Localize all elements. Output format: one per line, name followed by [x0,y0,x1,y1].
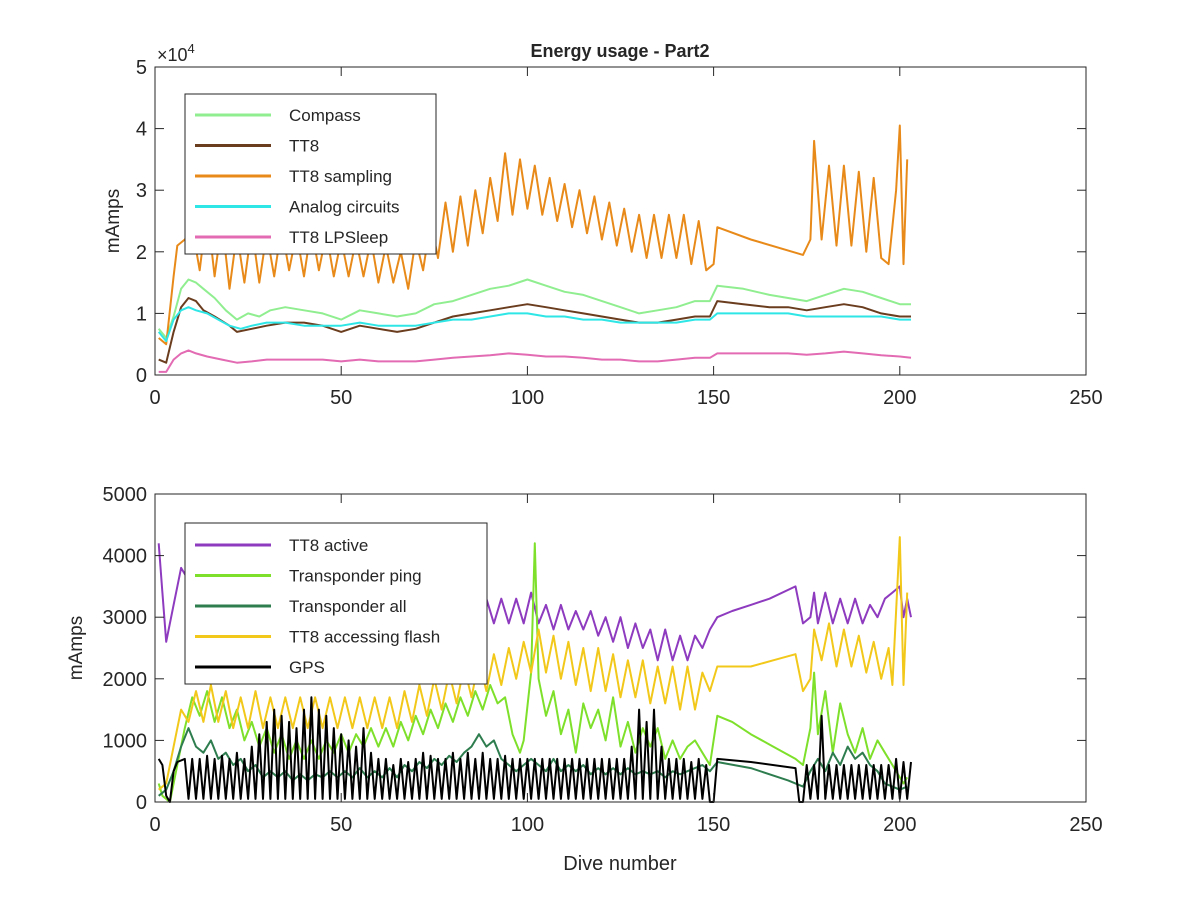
bottom-series-line-2 [158,727,908,797]
bottom-axes-box [154,493,1087,803]
top-x-tick-label-0: 0 [149,387,160,409]
top-series-line-2 [158,124,909,346]
bottom-legend-label-0: TT8 active [289,536,368,555]
bottom-series-line-3 [158,536,909,791]
top-y-tick-label-4: 4 [136,119,147,141]
bottom-y-tick-label-0: 0 [136,792,147,814]
top-y-tick-label-5: 5 [136,57,147,79]
top-x-tick-label-4: 200 [883,387,916,409]
top-exponent-base: ×10 [157,45,188,65]
top-series-line-3 [157,306,911,343]
top-x-tick-label-3: 150 [697,387,730,409]
top-series-line-4 [158,349,912,373]
bottom-y-tick-label-2: 2000 [103,669,148,691]
bottom-x-tick-label-1: 50 [330,814,352,836]
top-series-line-0 [157,278,911,339]
top-y-tick-label-2: 2 [136,242,147,264]
top-exponent-label: ×104 [157,41,195,65]
bottom-legend: TT8 active Transponder ping Transponder al… [184,522,488,685]
bottom-series-line-4 [157,696,912,803]
top-y-axis-label: mAmps [103,189,124,253]
top-legend: Compass TT8 TT8 sampling Analog circuits TT8… [184,93,437,255]
top-legend-label-3: Analog circuits [289,198,400,217]
top-legend-label-4: TT8 LPSleep [289,228,388,247]
top-exponent-power: 4 [188,41,195,56]
bottom-x-tick-label-4: 200 [883,814,916,836]
bottom-x-axis-label: Dive number [563,853,677,875]
bottom-legend-label-1: Transponder ping [289,567,422,586]
bottom-legend-label-4: GPS [289,658,325,677]
bottom-series-lines [157,536,912,803]
top-axes-box [154,66,1087,376]
figure-title: Energy usage - Part2 [530,41,709,61]
bottom-legend-label-3: TT8 accessing flash [289,628,440,647]
bottom-y-tick-label-1: 1000 [103,730,148,752]
top-axis-ticks: 0 50 100 150 200 250 0 1 2 3 4 5 [136,57,1103,409]
bottom-y-tick-label-4: 4000 [103,546,148,568]
top-x-tick-label-5: 250 [1069,387,1102,409]
top-legend-label-0: Compass [289,106,361,125]
top-y-tick-label-1: 1 [136,303,147,325]
bottom-y-axis-label: mAmps [66,616,87,680]
bottom-x-tick-label-3: 150 [697,814,730,836]
top-legend-box [184,93,437,255]
top-series-lines [157,124,912,373]
bottom-legend-box [184,522,488,685]
bottom-legend-label-2: Transponder all [289,597,407,616]
top-legend-label-2: TT8 sampling [289,167,392,186]
bottom-axis-ticks: 0 50 100 150 200 250 0 1000 2000 3000 4000 5000 [103,484,1103,836]
bottom-axes: 0 50 100 150 200 250 0 1000 2000 3000 4000 5000 mAm… [66,484,1103,875]
bottom-y-tick-label-3: 3000 [103,607,148,629]
bottom-x-tick-label-0: 0 [149,814,160,836]
top-x-tick-label-2: 100 [511,387,544,409]
bottom-y-tick-label-5: 5000 [103,484,148,506]
top-y-tick-label-3: 3 [136,180,147,202]
top-y-tick-label-0: 0 [136,365,147,387]
bottom-x-tick-label-2: 100 [511,814,544,836]
bottom-x-tick-label-5: 250 [1069,814,1102,836]
top-x-tick-label-1: 50 [330,387,352,409]
top-legend-label-1: TT8 [289,137,319,156]
